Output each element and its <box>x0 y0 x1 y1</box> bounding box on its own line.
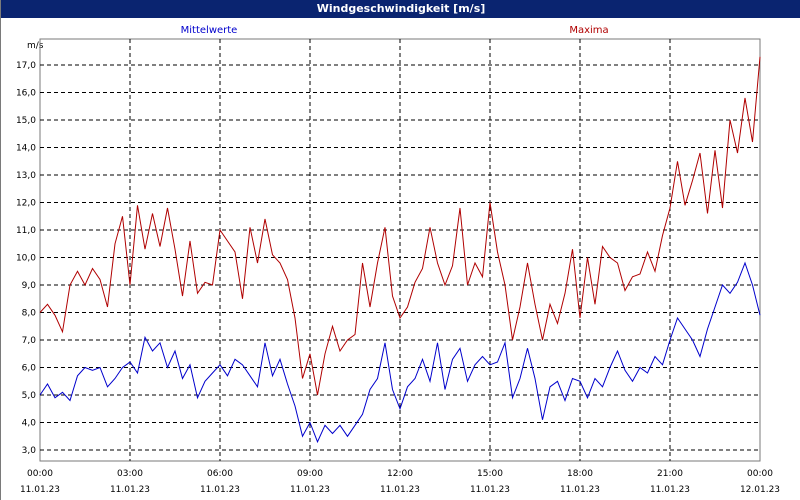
x-tick-time-label: 15:00 <box>477 469 503 479</box>
y-tick-label: 13,0 <box>16 171 36 181</box>
series-line-maxima <box>39 56 761 396</box>
series <box>39 56 761 444</box>
x-tick-date-label: 11.01.23 <box>290 485 330 495</box>
y-tick-label: 12,0 <box>16 199 36 209</box>
x-tick-time-label: 00:00 <box>27 469 53 479</box>
y-tick-label: 7,0 <box>22 336 37 346</box>
y-tick-label: 14,0 <box>16 144 36 154</box>
y-tick-label: 10,0 <box>16 254 36 264</box>
x-tick-time-label: 21:00 <box>657 469 683 479</box>
x-tick-date-label: 11.01.23 <box>20 485 60 495</box>
x-tick-date-label: 11.01.23 <box>200 485 240 495</box>
y-tick-label: 5,0 <box>22 391 37 401</box>
legend-mean: Mittelwerte <box>181 25 238 36</box>
y-tick-label: 11,0 <box>16 226 36 236</box>
y-tick-label: 8,0 <box>22 309 37 319</box>
series-line-mittelwerte <box>39 261 761 444</box>
y-tick-label: 6,0 <box>22 364 37 374</box>
y-tick-label: 9,0 <box>22 281 37 291</box>
x-tick-date-label: 11.01.23 <box>380 485 420 495</box>
chart-title: Windgeschwindigkeit [m/s] <box>1 0 800 18</box>
x-tick-time-label: 00:00 <box>747 469 773 479</box>
y-tick-label: 4,0 <box>22 419 37 429</box>
x-tick-time-label: 09:00 <box>297 469 323 479</box>
x-tick-date-label: 11.01.23 <box>650 485 690 495</box>
x-tick-time-label: 18:00 <box>567 469 593 479</box>
legend-max: Maxima <box>569 25 608 36</box>
x-tick-time-label: 12:00 <box>387 469 413 479</box>
x-tick-date-label: 11.01.23 <box>110 485 150 495</box>
y-axis-unit-label: m/s <box>27 41 44 51</box>
x-tick-date-label: 12.01.23 <box>740 485 780 495</box>
y-tick-label: 16,0 <box>16 89 36 99</box>
grid <box>40 39 760 461</box>
y-tick-label: 3,0 <box>22 446 37 456</box>
y-tick-label: 15,0 <box>16 116 36 126</box>
x-tick-time-label: 03:00 <box>117 469 143 479</box>
x-tick-date-label: 11.01.23 <box>560 485 600 495</box>
x-tick-time-label: 06:00 <box>207 469 233 479</box>
axis-ticks: 3,0 4,0 5,0 6,0 7,0 8,0 9,0 10,0 11,0 12,0 13,0 14,… <box>16 61 780 495</box>
y-tick-label: 17,0 <box>16 61 36 71</box>
x-tick-date-label: 11.01.23 <box>470 485 510 495</box>
